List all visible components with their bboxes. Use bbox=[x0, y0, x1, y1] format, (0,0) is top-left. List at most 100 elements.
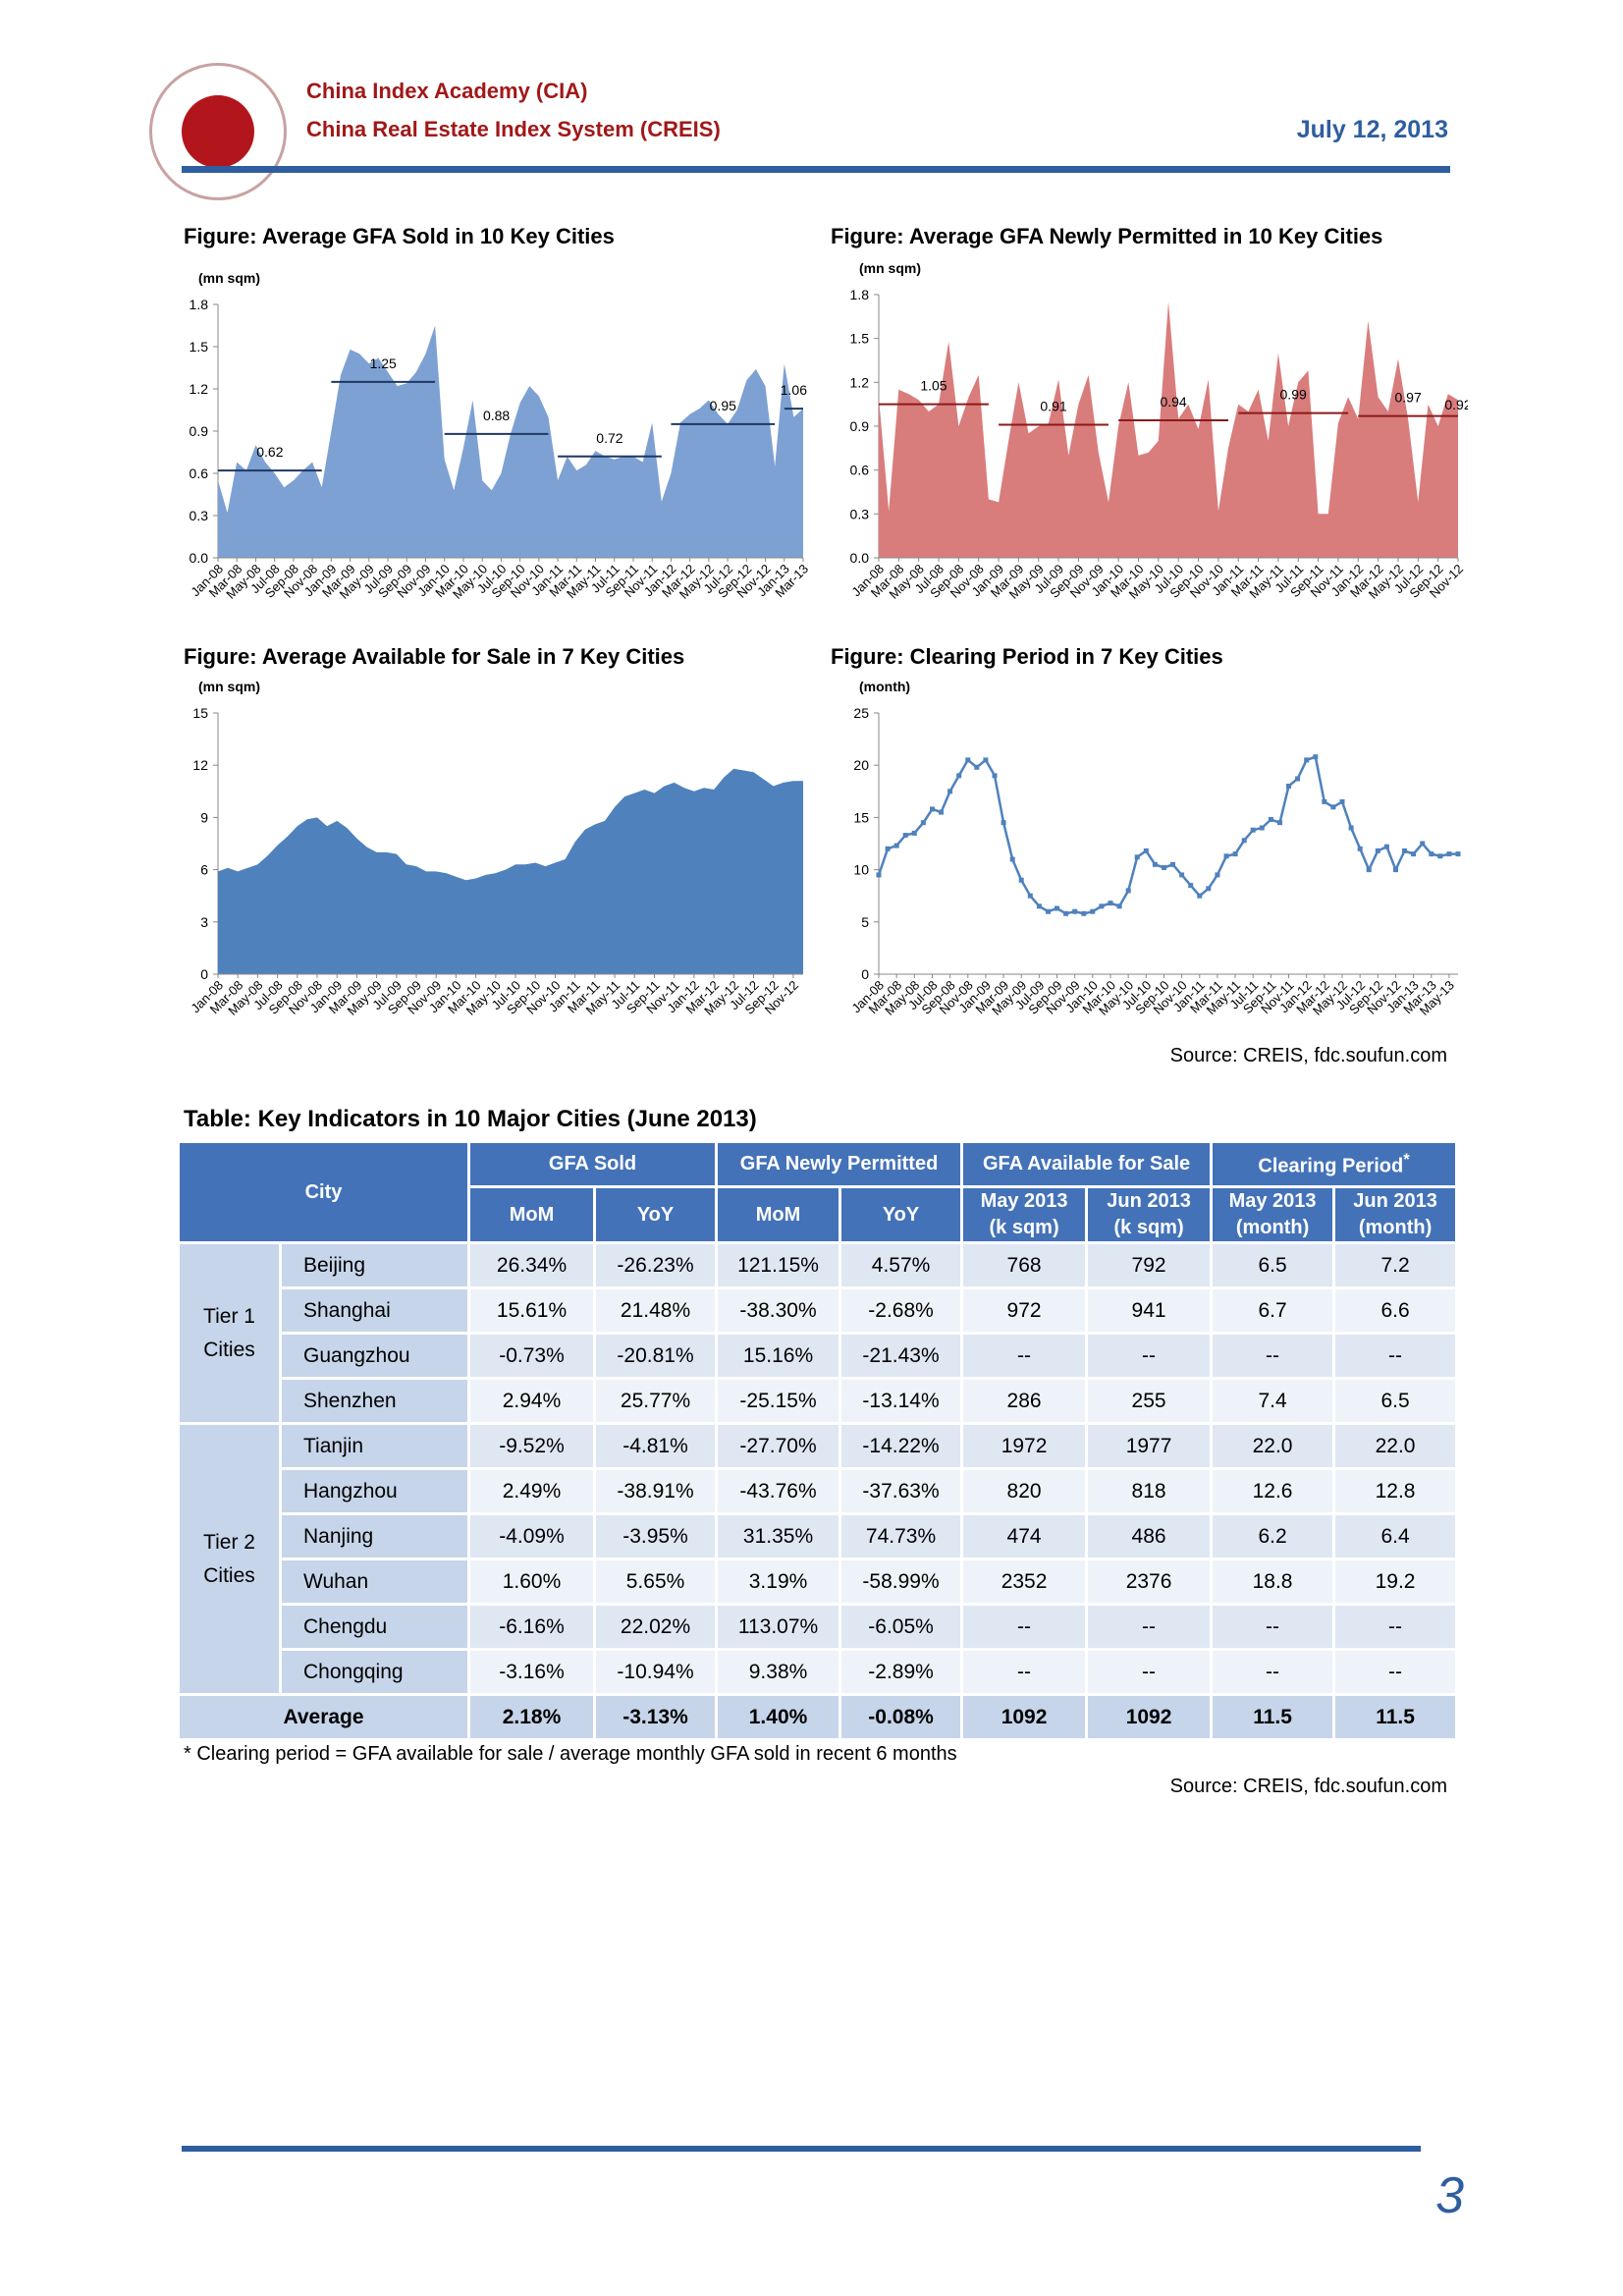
data-point bbox=[876, 872, 882, 878]
data-point bbox=[1063, 910, 1069, 916]
table-cell: -6.16% bbox=[467, 1603, 597, 1651]
tier1-label: Tier 1 Cities bbox=[177, 1241, 282, 1425]
data-point bbox=[1134, 854, 1140, 860]
area-series bbox=[218, 768, 803, 974]
table-cell: -2.89% bbox=[839, 1648, 964, 1696]
table-cell: 820 bbox=[960, 1467, 1089, 1515]
data-point bbox=[1420, 841, 1426, 847]
table-row: Hangzhou 2.49% -38.91% -43.76% -37.63% 820 818… bbox=[179, 1467, 1459, 1515]
data-point bbox=[1286, 784, 1291, 789]
data-point bbox=[1339, 798, 1345, 804]
average-cell: 2.18% bbox=[467, 1693, 597, 1741]
average-cell: -0.08% bbox=[839, 1693, 964, 1741]
y-tick-label: 15 bbox=[192, 705, 208, 721]
table-row: Guangzhou -0.73% -20.81% 15.16% -21.43% -- -- -… bbox=[179, 1332, 1459, 1380]
header-available-jun: Jun 2013 (k sqm) bbox=[1085, 1185, 1214, 1244]
table-cell: -43.76% bbox=[715, 1467, 842, 1515]
table-cell: 486 bbox=[1085, 1512, 1214, 1560]
y-tick-label: 5 bbox=[861, 914, 869, 930]
data-point bbox=[911, 830, 917, 836]
table-cell: 792 bbox=[1085, 1241, 1214, 1289]
table-cell: -- bbox=[960, 1332, 1089, 1380]
table-cell: -38.30% bbox=[715, 1286, 842, 1335]
data-point bbox=[1125, 888, 1131, 894]
y-tick-label: 0.6 bbox=[189, 465, 209, 481]
annual-average-label: 0.91 bbox=[1040, 399, 1066, 414]
y-axis-unit-label: (month) bbox=[859, 679, 910, 694]
city-name: Wuhan bbox=[278, 1558, 471, 1606]
table-cell: 6.7 bbox=[1210, 1286, 1336, 1335]
header-available-may-unit: (k sqm) bbox=[989, 1217, 1059, 1238]
average-cell: 1.40% bbox=[715, 1693, 842, 1741]
data-point bbox=[1250, 827, 1256, 833]
data-point bbox=[1206, 886, 1212, 892]
data-point bbox=[893, 843, 899, 848]
data-point bbox=[1001, 820, 1006, 826]
data-point bbox=[965, 757, 971, 763]
y-tick-label: 0.3 bbox=[850, 506, 870, 521]
table-cell: 3.19% bbox=[715, 1558, 842, 1606]
data-point bbox=[1241, 838, 1247, 844]
data-point bbox=[1393, 867, 1398, 873]
city-name: Chongqing bbox=[278, 1648, 471, 1696]
data-point bbox=[1197, 893, 1203, 899]
table-cell: -- bbox=[1210, 1648, 1336, 1696]
data-point bbox=[1429, 851, 1434, 857]
annual-average-label: 1.05 bbox=[920, 378, 947, 394]
table-cell: 2376 bbox=[1085, 1558, 1214, 1606]
y-tick-label: 1.2 bbox=[189, 381, 209, 397]
data-point bbox=[1304, 757, 1310, 763]
table-cell: -37.63% bbox=[839, 1467, 964, 1515]
city-name: Hangzhou bbox=[278, 1467, 471, 1515]
table-cell: 255 bbox=[1085, 1377, 1214, 1425]
header-available-may-label: May 2013 bbox=[980, 1190, 1068, 1212]
data-point bbox=[1215, 872, 1220, 878]
y-tick-label: 1.2 bbox=[850, 374, 870, 390]
annual-average-label: 0.72 bbox=[596, 430, 622, 446]
table-cell: 286 bbox=[960, 1377, 1089, 1425]
header-available-may: May 2013 (k sqm) bbox=[960, 1185, 1089, 1244]
table-cell: 12.8 bbox=[1332, 1467, 1459, 1515]
city-name: Tianjin bbox=[278, 1422, 471, 1470]
data-point bbox=[1179, 872, 1185, 878]
data-point bbox=[1295, 776, 1301, 782]
data-point bbox=[1446, 851, 1452, 857]
annual-average-label: 0.95 bbox=[710, 398, 736, 413]
city-name: Guangzhou bbox=[278, 1332, 471, 1380]
average-cell: -3.13% bbox=[593, 1693, 719, 1741]
table-cell: 18.8 bbox=[1210, 1558, 1336, 1606]
header-clearing-may: May 2013 (month) bbox=[1210, 1185, 1336, 1244]
table-cell: -38.91% bbox=[593, 1467, 719, 1515]
table-cell: -13.14% bbox=[839, 1377, 964, 1425]
annual-average-label: 0.99 bbox=[1280, 387, 1307, 403]
data-point bbox=[1223, 853, 1229, 859]
table-cell: 22.02% bbox=[593, 1603, 719, 1651]
table-cell: -- bbox=[1332, 1648, 1459, 1696]
header-permitted-yoy: YoY bbox=[839, 1185, 964, 1244]
annual-average-label: 1.25 bbox=[370, 355, 397, 371]
table-cell: -- bbox=[1210, 1332, 1336, 1380]
average-cell: 1092 bbox=[960, 1693, 1089, 1741]
table-cell: 2352 bbox=[960, 1558, 1089, 1606]
table-row: Shenzhen 2.94% 25.77% -25.15% -13.14% 286 255 7… bbox=[179, 1377, 1459, 1425]
table-cell: 2.94% bbox=[467, 1377, 597, 1425]
table-cell: 1977 bbox=[1085, 1422, 1214, 1470]
chart-gfa-permitted: (mn sqm) 0.0 0.3 0.6 0.9 1.2 1.5 1.8 1.05 0.91 0.9… bbox=[848, 260, 1468, 602]
table-cell: 74.73% bbox=[839, 1512, 964, 1560]
header-gfa-sold: GFA Sold bbox=[467, 1140, 719, 1188]
data-point bbox=[1046, 908, 1051, 914]
table-cell: 5.65% bbox=[593, 1558, 719, 1606]
header-rule bbox=[182, 166, 1450, 173]
y-tick-label: 0.6 bbox=[850, 463, 870, 478]
table-row: Nanjing -4.09% -3.95% 31.35% 74.73% 474 486 6.2… bbox=[179, 1512, 1459, 1560]
data-point bbox=[1081, 910, 1087, 916]
table-cell: -9.52% bbox=[467, 1422, 597, 1470]
y-axis-unit-label: (mn sqm) bbox=[198, 679, 260, 694]
table-cell: -20.81% bbox=[593, 1332, 719, 1380]
data-point bbox=[885, 846, 891, 851]
table-cell: 768 bbox=[960, 1241, 1089, 1289]
org-name-cia: China Index Academy (CIA) bbox=[306, 79, 588, 103]
data-point bbox=[1152, 861, 1158, 867]
data-point bbox=[1027, 893, 1033, 899]
table-cell: 6.2 bbox=[1210, 1512, 1336, 1560]
